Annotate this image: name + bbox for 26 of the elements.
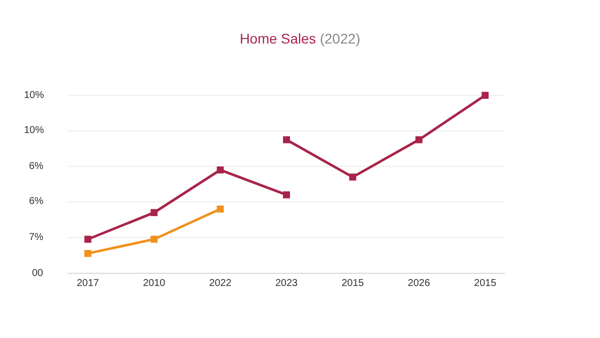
point <box>84 250 92 257</box>
point <box>216 206 224 213</box>
text: 6% <box>29 161 44 172</box>
text: 6% <box>29 196 44 207</box>
point <box>415 136 422 144</box>
x-tick-label: 2026 <box>408 278 430 289</box>
text: 10% <box>24 125 44 136</box>
x-tick-label: 2017 <box>76 278 100 289</box>
x-tick-label: 2015 <box>474 278 497 289</box>
x-tick-label: 2015 <box>342 278 364 289</box>
chart-title: Home Sales <box>240 30 316 47</box>
x-tick-label: 2023 <box>275 278 298 289</box>
x-tick-label: 2010 <box>142 278 166 289</box>
text: 7% <box>29 232 44 243</box>
point <box>482 92 489 99</box>
chart-subtitle: (2022) <box>320 30 360 47</box>
point <box>283 191 290 198</box>
point <box>216 166 224 174</box>
point <box>84 236 92 243</box>
point <box>283 136 290 144</box>
text: 10% <box>24 90 44 101</box>
point <box>150 209 158 216</box>
text: 00 <box>32 268 44 279</box>
point <box>150 236 158 243</box>
x-tick-label: 2022 <box>209 278 232 289</box>
point <box>349 174 356 181</box>
